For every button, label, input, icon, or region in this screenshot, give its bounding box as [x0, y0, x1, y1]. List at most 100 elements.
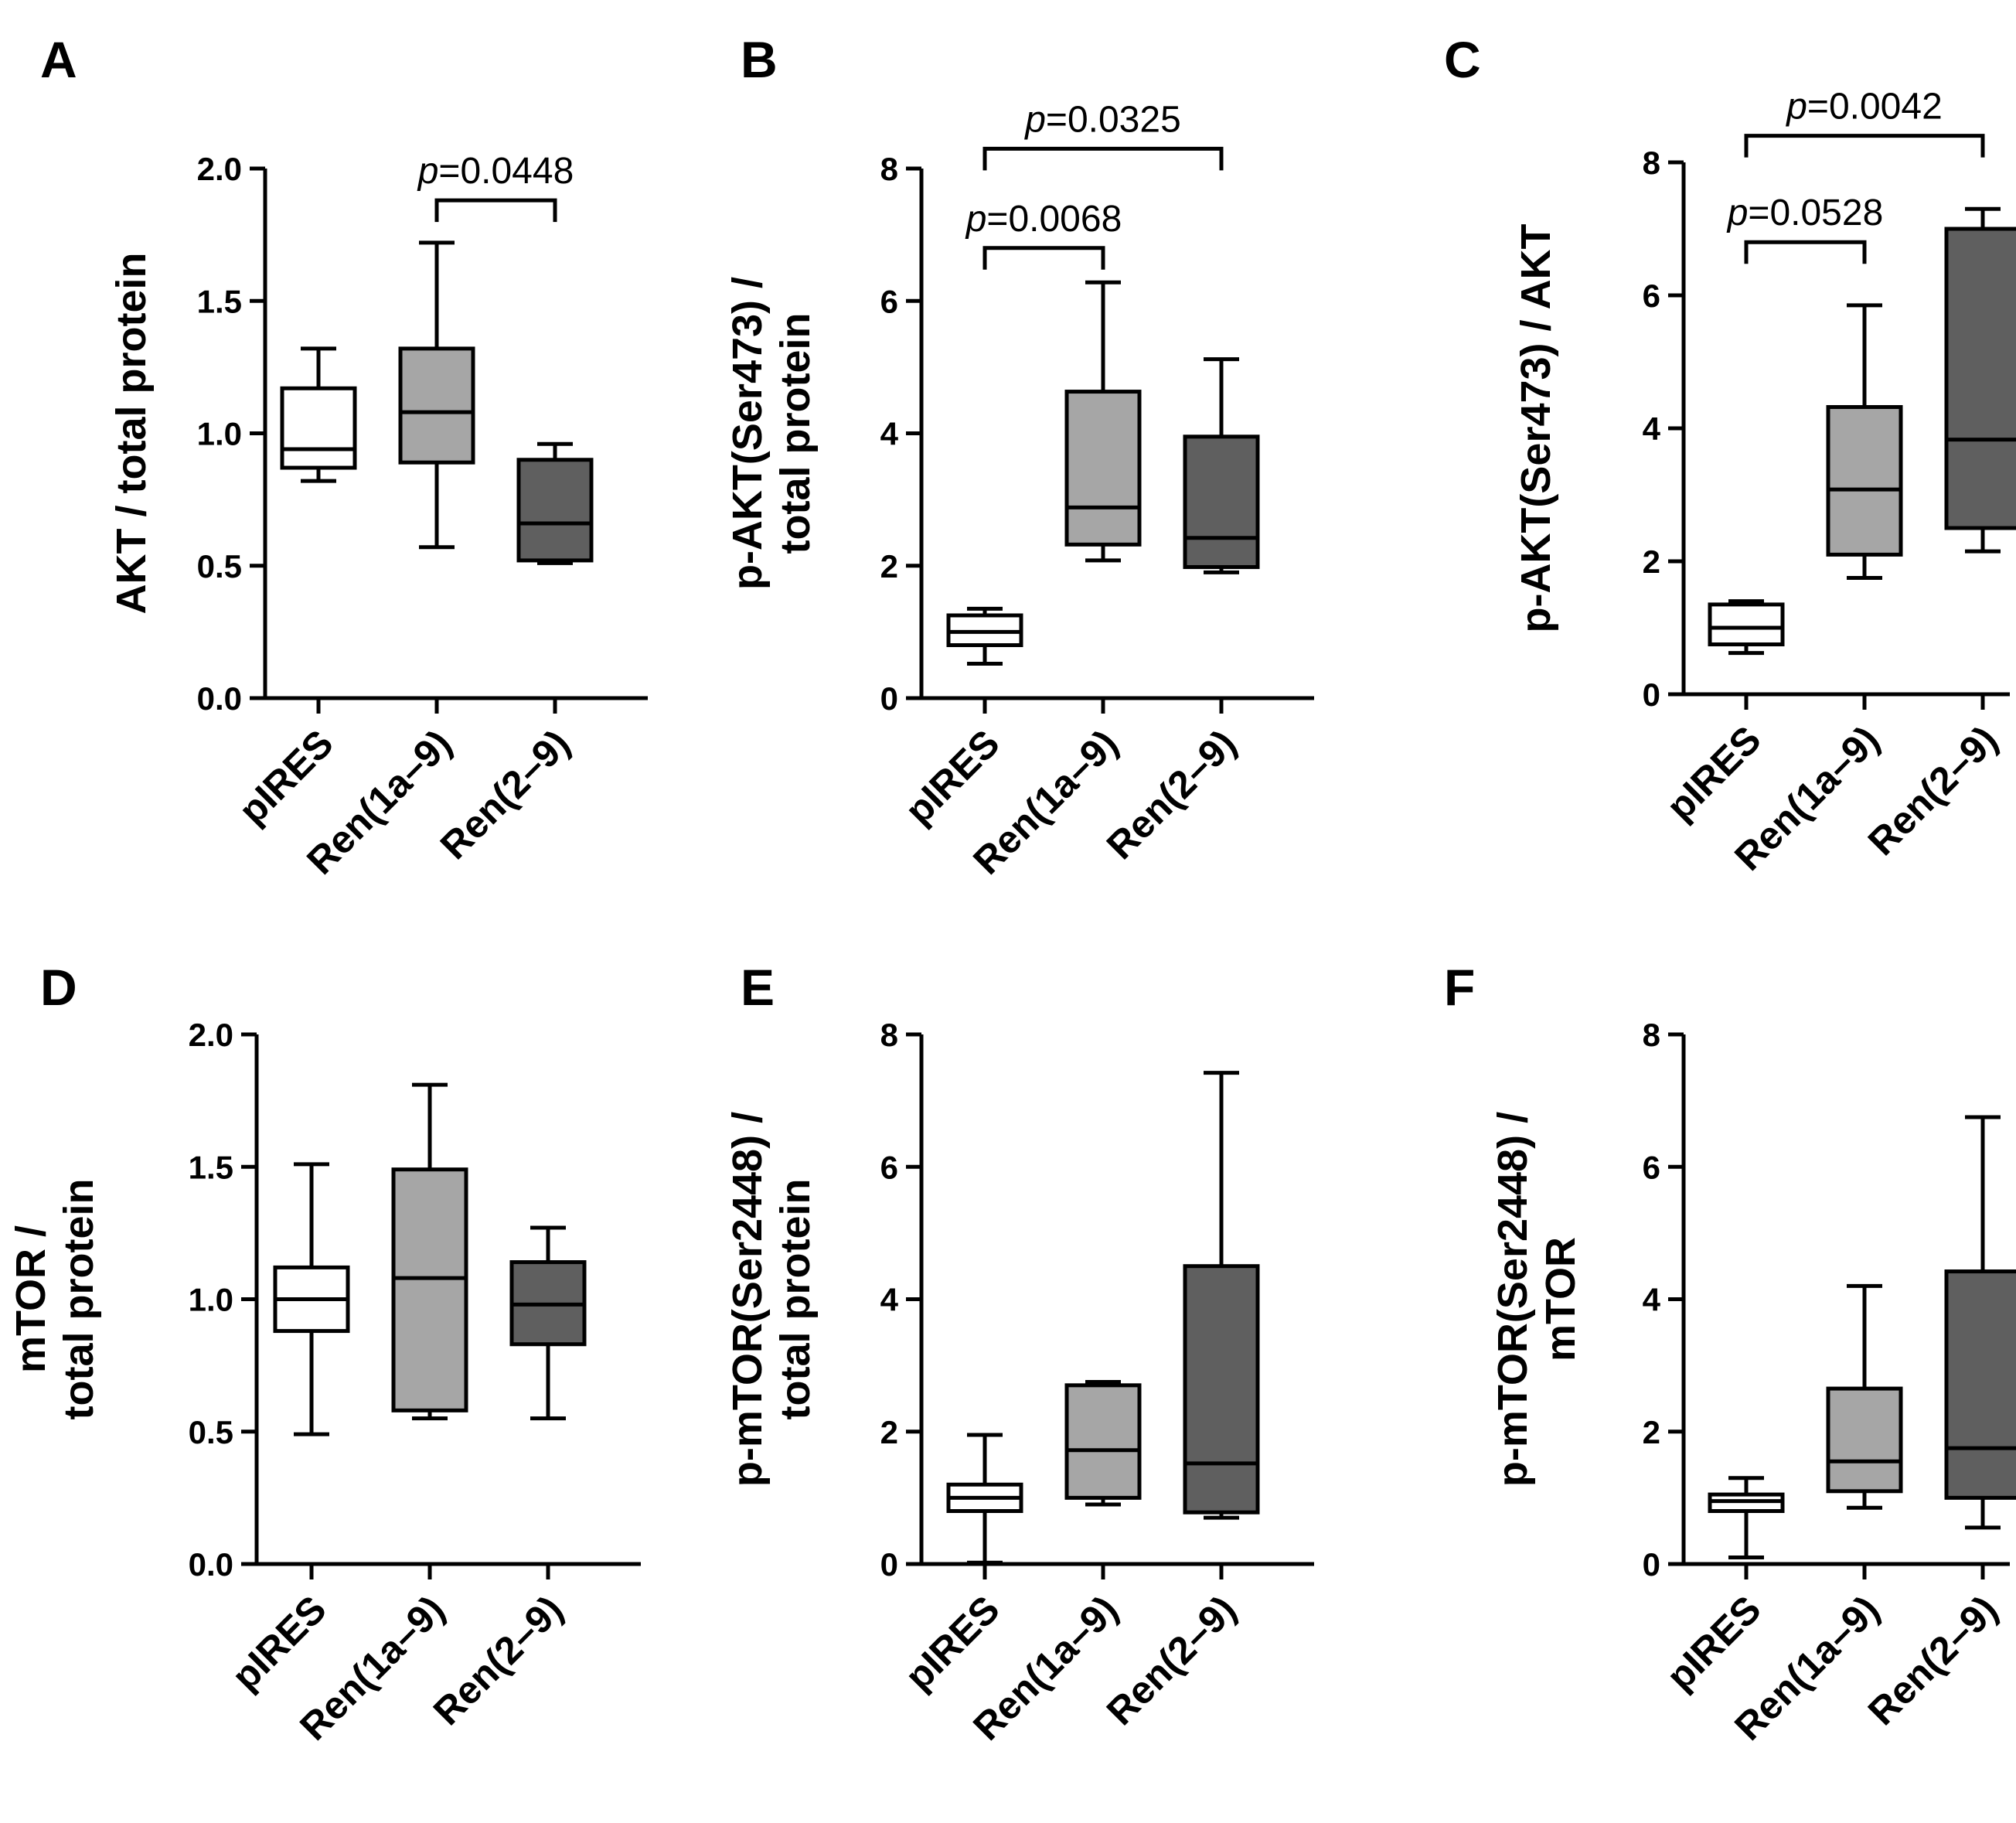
box-2: [1064, 280, 1142, 563]
y-tick-label: 8: [1643, 1017, 1660, 1053]
y-tick-label: 2: [880, 1414, 898, 1450]
box-iqr: [1944, 227, 2016, 530]
box-iqr: [280, 386, 357, 470]
y-axis-title-line: p-mTOR(Ser2448) /: [1490, 1112, 1536, 1487]
significance-bracket: [982, 146, 1224, 171]
p-value-symbol: p: [965, 199, 987, 240]
box-iqr: [1826, 404, 1903, 557]
category-label: Ren(2–9): [425, 1587, 571, 1733]
p-value-label: p=0.0448: [417, 151, 574, 192]
y-axis-title-line: mTOR: [1538, 1237, 1584, 1361]
box-iqr: [1183, 1264, 1260, 1515]
p-value-label: p=0.0068: [965, 199, 1122, 240]
panel-label: E: [741, 959, 775, 1016]
y-tick-label: 8: [880, 151, 898, 187]
box-iqr: [1183, 434, 1260, 569]
y-axis-title-line: p-AKT(Ser473) / AKT: [1513, 223, 1559, 632]
box-1: [946, 1433, 1023, 1565]
y-tick-label: 8: [880, 1017, 898, 1053]
panel-a: A 0.0 0.5 1.0 1.5 2.0 AKT / total protein pIRES…: [40, 31, 648, 883]
category-label: Ren(2–9): [432, 721, 578, 867]
y-axis-title: p-AKT(Ser473) /total protein: [724, 277, 819, 590]
category-label: Ren(2–9): [1098, 1587, 1245, 1733]
panel-label: D: [40, 959, 77, 1016]
p-value-label: p=0.0528: [1726, 193, 1884, 233]
significance-bracket: [1744, 134, 1985, 158]
y-axis-title: p-mTOR(Ser2448) /mTOR: [1490, 1112, 1584, 1487]
category-label: pIRES: [897, 721, 1008, 833]
y-tick-label: 0: [880, 1546, 898, 1583]
category-label: pIRES: [1658, 717, 1769, 829]
box-2: [391, 1082, 468, 1421]
box-3: [516, 441, 594, 565]
y-axis-title-line: AKT / total protein: [108, 253, 155, 615]
category-label: pIRES: [1658, 1587, 1769, 1699]
y-tick-label: 2: [880, 548, 898, 584]
y-axis-title-line: total protein: [772, 1179, 819, 1420]
box-iqr: [1064, 390, 1142, 547]
y-axis-title-line: total protein: [772, 313, 819, 554]
y-tick-label: 1.5: [197, 283, 242, 319]
y-axis-title: p-AKT(Ser473) / AKT: [1513, 223, 1559, 632]
box-2: [398, 240, 475, 550]
box-iqr: [1944, 1269, 2016, 1500]
y-tick-label: 6: [880, 283, 898, 319]
box-iqr: [398, 346, 475, 465]
box-2: [1064, 1380, 1142, 1507]
box-2: [1826, 303, 1903, 580]
y-axis-title: p-mTOR(Ser2448) /total protein: [724, 1112, 819, 1487]
y-tick-label: 2.0: [189, 1017, 233, 1053]
y-axis-title-line: total protein: [56, 1179, 102, 1420]
y-axis-title: AKT / total protein: [108, 253, 155, 615]
y-axis-title: mTOR /total protein: [8, 1179, 102, 1420]
box-1: [273, 1162, 350, 1436]
box-iqr: [1064, 1383, 1142, 1500]
p-value-symbol: p: [417, 151, 439, 192]
p-value-number: =0.0042: [1807, 87, 1943, 128]
y-tick-label: 6: [880, 1149, 898, 1185]
panel-label: A: [40, 31, 77, 88]
p-value-symbol: p: [1785, 87, 1807, 128]
box-1: [946, 606, 1023, 666]
y-tick-label: 1.0: [197, 416, 242, 452]
category-label: Ren(2–9): [1098, 721, 1245, 867]
category-label: Ren(2–9): [1860, 1587, 2006, 1733]
panel-label: C: [1444, 31, 1481, 88]
y-tick-label: 1.0: [189, 1282, 233, 1318]
category-label: pIRES: [897, 1587, 1008, 1699]
box-1: [1708, 1476, 1785, 1559]
p-value-number: =0.0528: [1748, 193, 1883, 233]
p-value-number: =0.0448: [438, 151, 574, 192]
p-value-number: =0.0325: [1046, 99, 1181, 140]
significance-bracket: [1744, 240, 1867, 264]
box-3: [1183, 1071, 1260, 1520]
p-value-symbol: p: [1726, 193, 1749, 233]
y-tick-label: 0.0: [189, 1546, 233, 1583]
box-1: [280, 346, 357, 483]
y-axis-title-line: p-AKT(Ser473) /: [724, 277, 771, 590]
p-value-label: p=0.0325: [1023, 99, 1181, 140]
y-tick-label: 4: [880, 1282, 899, 1318]
y-tick-label: 2: [1643, 1414, 1660, 1450]
y-tick-label: 4: [1643, 411, 1661, 447]
box-2: [1826, 1283, 1903, 1510]
category-label: Ren(2–9): [1860, 717, 2006, 864]
y-tick-label: 0: [1643, 1546, 1660, 1583]
box-1: [1708, 599, 1785, 656]
y-axis-title-line: mTOR /: [8, 1225, 54, 1373]
box-iqr: [516, 458, 594, 563]
panel-b: B 0 2 4 6 8 p-AKT(Ser473) /total protein pIRES R…: [724, 31, 1314, 883]
y-tick-label: 1.5: [189, 1149, 233, 1185]
box-3: [1944, 1115, 2016, 1530]
y-tick-label: 0.5: [197, 548, 242, 584]
p-value-label: p=0.0042: [1785, 87, 1943, 128]
y-tick-label: 6: [1643, 278, 1660, 314]
panel-d: D 0.0 0.5 1.0 1.5 2.0 mTOR /total protein pIRES…: [8, 959, 641, 1749]
box-iqr: [1708, 602, 1785, 647]
box-3: [1944, 206, 2016, 554]
y-tick-label: 0: [880, 680, 898, 717]
box-3: [509, 1225, 587, 1421]
